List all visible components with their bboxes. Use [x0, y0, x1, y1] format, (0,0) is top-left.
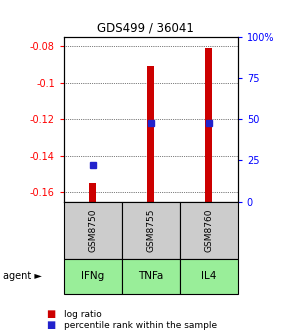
Text: GSM8750: GSM8750 [88, 208, 97, 252]
Bar [180, 259, 238, 294]
Text: ■: ■ [46, 320, 56, 330]
Bar [122, 202, 180, 259]
Text: GDS499 / 36041: GDS499 / 36041 [97, 22, 193, 35]
Text: IL4: IL4 [201, 271, 217, 281]
Bar [64, 202, 122, 259]
Bar [122, 259, 180, 294]
Text: GSM8760: GSM8760 [204, 208, 213, 252]
Text: GSM8755: GSM8755 [146, 208, 155, 252]
Bar [64, 259, 122, 294]
Text: IFNg: IFNg [81, 271, 104, 281]
Text: percentile rank within the sample: percentile rank within the sample [64, 321, 217, 330]
Bar [205, 48, 212, 202]
Text: TNFa: TNFa [138, 271, 164, 281]
Text: ■: ■ [46, 309, 56, 319]
Text: agent ►: agent ► [3, 271, 42, 281]
Bar [89, 183, 96, 202]
Text: log ratio: log ratio [64, 310, 102, 319]
Bar [180, 202, 238, 259]
Bar [147, 66, 154, 202]
